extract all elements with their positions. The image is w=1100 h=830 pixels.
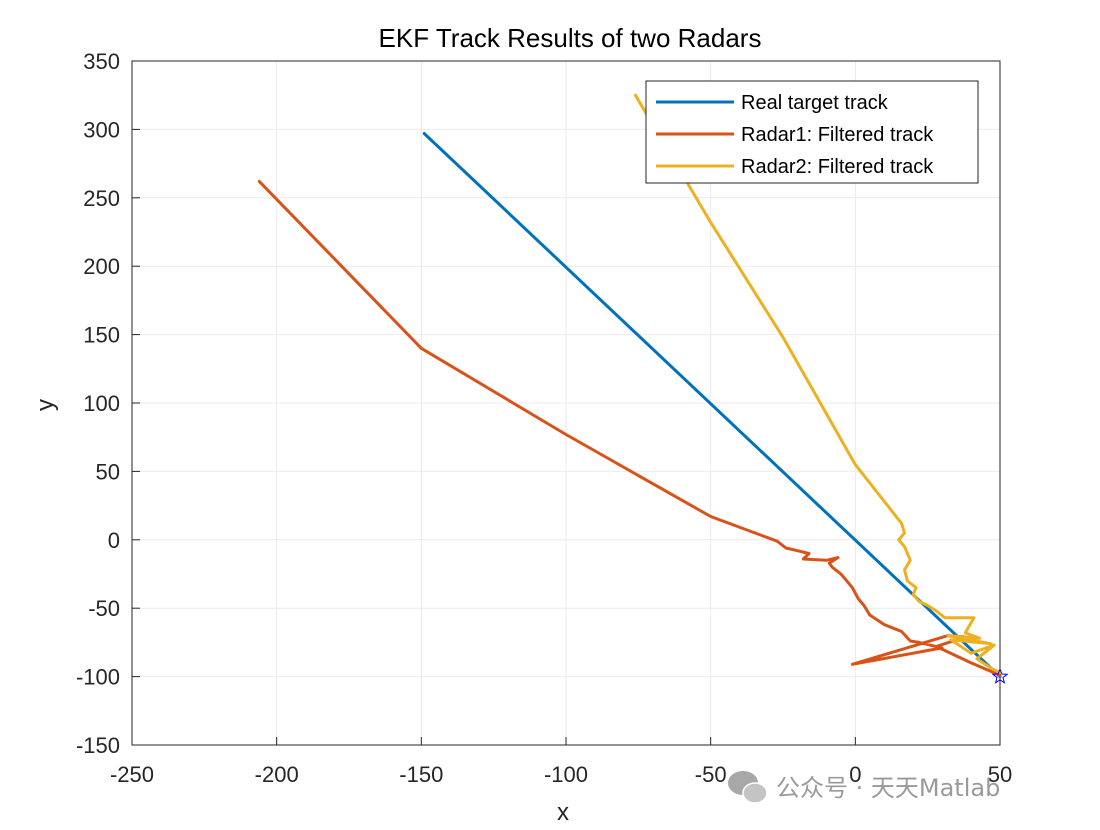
y-tick-label: 100 [83, 391, 120, 416]
x-tick-label: -50 [695, 762, 727, 787]
series-line-1 [422, 132, 1002, 679]
x-tick-label: -200 [255, 762, 299, 787]
wechat-icon [728, 771, 768, 804]
chart-title: EKF Track Results of two Radars [379, 23, 762, 53]
x-tick-label: -100 [544, 762, 588, 787]
y-tick-label: 200 [83, 254, 120, 279]
legend-entries: Real target track Radar1: Filtered track R… [656, 92, 934, 178]
x-tick-label: 0 [849, 762, 861, 787]
legend-label-3: Radar2: Filtered track [741, 156, 934, 178]
series-line-3 [633, 93, 1002, 674]
series-line-2 [257, 179, 1002, 677]
y-tick-label: 300 [83, 117, 120, 142]
watermark: 公众号 · 天天Matlab [728, 771, 1000, 804]
x-tick-label: -250 [110, 762, 154, 787]
x-tick-label: 50 [988, 762, 1012, 787]
y-tick-label: 150 [83, 323, 120, 348]
y-tick-label: -150 [76, 733, 120, 758]
y-tick-label: 50 [96, 459, 120, 484]
end-point-star-marker [991, 667, 1009, 684]
series-group [257, 93, 1002, 679]
y-tick-label: -100 [76, 665, 120, 690]
watermark-text: 公众号 · 天天Matlab [776, 774, 1000, 802]
x-tick-labels: -250 -200 -150 -100 -50 0 50 [110, 762, 1012, 787]
y-axis-label: y [32, 399, 59, 411]
end-marker-group [991, 667, 1009, 684]
y-tick-label: 250 [83, 186, 120, 211]
legend-label-1: Real target track [741, 92, 889, 114]
y-tick-label: 350 [83, 49, 120, 74]
y-tick-label: 0 [108, 528, 120, 553]
legend: Real target track Radar1: Filtered track R… [645, 80, 979, 184]
x-tick-label: -150 [399, 762, 443, 787]
y-tick-labels: -150 -100 -50 0 50 100 150 200 250 300 350 [76, 49, 120, 758]
x-axis-label: x [557, 799, 569, 826]
y-tick-label: -50 [88, 596, 120, 621]
axis-ticks [131, 60, 1001, 746]
legend-label-2: Radar1: Filtered track [741, 124, 934, 146]
